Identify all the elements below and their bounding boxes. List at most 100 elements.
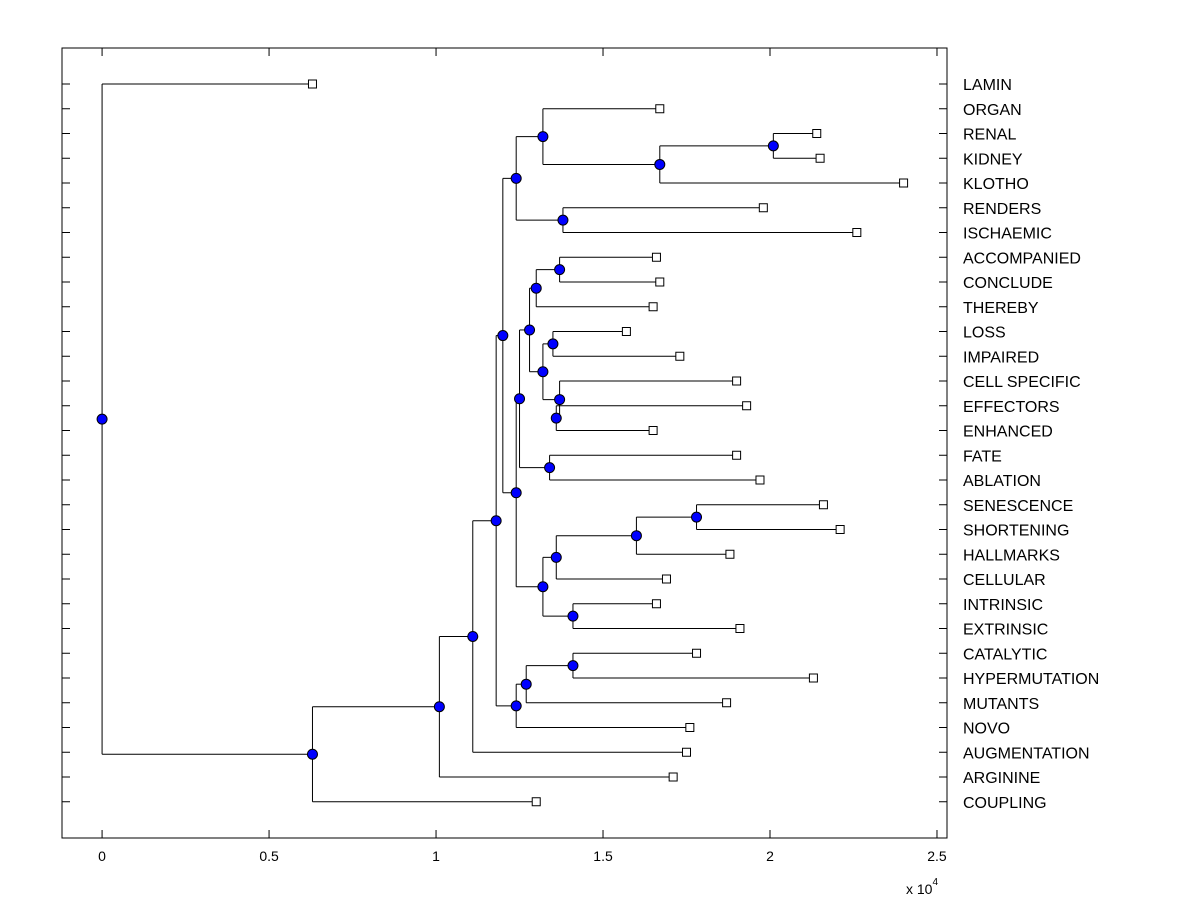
leaf-marker-coupling xyxy=(531,797,541,807)
x-tick-label-4: 2 xyxy=(766,848,774,864)
leaf-marker-renal xyxy=(812,129,822,138)
leaf-markers xyxy=(307,79,909,807)
node-marker-n24 xyxy=(510,700,522,712)
leaf-marker-accompanied xyxy=(651,252,661,262)
node-marker-n18 xyxy=(567,610,579,622)
node-marker-n29 xyxy=(96,413,108,425)
node-marker-n5 xyxy=(510,172,522,184)
leaf-label-augmentation: AUGMENTATION xyxy=(963,745,1090,762)
leaf-marker-hypermutation xyxy=(808,673,818,683)
leaf-label-intrinsic: INTRINSIC xyxy=(963,597,1043,614)
leaf-label-organ: ORGAN xyxy=(963,102,1022,119)
leaf-label-enhanced: ENHANCED xyxy=(963,424,1053,441)
leaf-label-hallmarks: HALLMARKS xyxy=(963,547,1060,564)
leaf-label-lamin: LAMIN xyxy=(963,77,1012,94)
node-marker-n23 xyxy=(520,678,532,690)
node-marker-n16 xyxy=(630,530,642,542)
node-markers xyxy=(96,131,779,760)
leaf-marker-lamin xyxy=(307,79,317,89)
leaf-label-ablation: ABLATION xyxy=(963,473,1041,490)
leaf-label-ischaemic: ISCHAEMIC xyxy=(963,226,1052,243)
node-marker-n1 xyxy=(767,140,779,152)
node-marker-n9 xyxy=(550,412,562,424)
node-marker-n26 xyxy=(467,630,479,642)
node-marker-n4 xyxy=(557,214,569,226)
node-marker-n6 xyxy=(554,264,566,276)
x-tick-label-0: 0 xyxy=(98,848,106,864)
node-marker-n14 xyxy=(514,393,526,405)
leaf-marker-intrinsic xyxy=(651,599,661,609)
node-marker-n3 xyxy=(537,131,549,143)
x-scale-factor-base: x 10 xyxy=(906,881,933,897)
leaf-marker-ischaemic xyxy=(852,228,862,237)
node-marker-n2 xyxy=(654,158,666,170)
leaf-label-kidney: KIDNEY xyxy=(963,151,1023,168)
leaf-marker-senescence xyxy=(818,500,828,510)
leaf-label-coupling: COUPLING xyxy=(963,795,1047,812)
leaf-marker-loss xyxy=(621,327,631,336)
leaf-label-hypermutation: HYPERMUTATION xyxy=(963,671,1099,688)
node-marker-n13 xyxy=(544,462,556,474)
node-marker-n20 xyxy=(510,487,522,499)
leaf-label-accompanied: ACCOMPANIED xyxy=(963,250,1081,267)
x-scale-factor-exponent: 4 xyxy=(932,877,938,888)
leaf-marker-organ xyxy=(655,104,665,114)
leaf-label-shortening: SHORTENING xyxy=(963,523,1069,540)
x-tick-label-2: 1 xyxy=(432,848,440,864)
leaf-marker-enhanced xyxy=(648,426,658,435)
node-marker-n10 xyxy=(554,394,566,406)
leaf-marker-klotho xyxy=(899,178,909,188)
leaf-label-impaired: IMPAIRED xyxy=(963,349,1039,366)
leaf-marker-shortening xyxy=(835,525,845,534)
leaf-marker-renders xyxy=(758,203,768,213)
plot-area-frame xyxy=(61,47,948,839)
leaf-marker-impaired xyxy=(675,351,685,361)
leaf-marker-kidney xyxy=(815,153,825,163)
node-marker-n21 xyxy=(497,330,509,342)
node-marker-n25 xyxy=(490,515,502,527)
node-marker-n19 xyxy=(537,581,549,593)
leaf-marker-arginine xyxy=(668,772,678,782)
leaf-label-extrinsic: EXTRINSIC xyxy=(963,622,1048,639)
leaf-label-arginine: ARGININE xyxy=(963,770,1040,787)
leaf-marker-conclude xyxy=(655,277,665,287)
leaf-marker-cell-specific xyxy=(732,376,742,386)
leaf-label-mutants: MUTANTS xyxy=(963,696,1039,713)
x-tick-label-3: 1.5 xyxy=(593,848,613,864)
x-tick-labels: 0 0.5 1 1.5 2 2.5 xyxy=(98,848,947,864)
leaf-marker-hallmarks xyxy=(725,549,735,559)
leaf-marker-mutants xyxy=(722,698,732,708)
leaf-label-effectors: EFFECTORS xyxy=(963,399,1060,416)
leaf-label-renal: RENAL xyxy=(963,127,1016,144)
leaf-label-thereby: THEREBY xyxy=(963,300,1039,317)
leaf-label-loss: LOSS xyxy=(963,325,1006,342)
node-marker-n22 xyxy=(567,660,579,672)
node-marker-n12 xyxy=(524,324,536,336)
node-marker-n11 xyxy=(537,366,549,378)
leaf-marker-extrinsic xyxy=(735,624,745,633)
node-marker-n27 xyxy=(433,701,445,713)
node-marker-n17 xyxy=(550,551,562,563)
leaf-marker-ablation xyxy=(755,475,765,485)
node-marker-n15 xyxy=(691,511,703,523)
leaf-label-fate: FATE xyxy=(963,448,1002,465)
node-marker-n7 xyxy=(530,282,542,294)
x-scale-factor-label: x 104 xyxy=(906,877,938,897)
leaf-label-renders: RENDERS xyxy=(963,201,1041,218)
leaf-label-senescence: SENESCENCE xyxy=(963,498,1073,515)
leaf-labels: LAMIN ORGAN RENAL KIDNEY KLOTHO RENDERS ISCHAE… xyxy=(963,77,1099,812)
leaf-marker-thereby xyxy=(648,302,658,312)
leaf-label-novo: NOVO xyxy=(963,721,1010,738)
leaf-marker-effectors xyxy=(742,401,752,411)
x-tick-label-5: 2.5 xyxy=(927,848,947,864)
leaf-label-klotho: KLOTHO xyxy=(963,176,1029,193)
axis-ticks xyxy=(62,48,947,838)
leaf-marker-catalytic xyxy=(692,648,702,658)
node-marker-n8 xyxy=(547,338,559,350)
leaf-marker-fate xyxy=(732,450,742,460)
leaf-label-catalytic: CATALYTIC xyxy=(963,646,1047,663)
leaf-marker-cellular xyxy=(661,574,671,584)
leaf-marker-augmentation xyxy=(682,747,692,757)
node-marker-n28 xyxy=(306,748,318,760)
